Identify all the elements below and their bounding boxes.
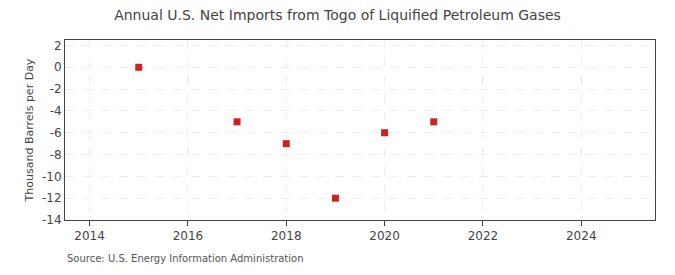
svg-text:-4: -4 [50, 104, 62, 118]
svg-text:Source: U.S. Energy Informatio: Source: U.S. Energy Information Administ… [67, 253, 304, 264]
svg-text:2014: 2014 [74, 229, 105, 243]
svg-text:Annual U.S. Net Imports from T: Annual U.S. Net Imports from Togo of Liq… [114, 7, 561, 23]
svg-text:2016: 2016 [173, 229, 204, 243]
svg-text:Thousand Barrels per Day: Thousand Barrels per Day [23, 58, 36, 202]
svg-text:2020: 2020 [369, 229, 400, 243]
svg-text:-14: -14 [42, 213, 62, 227]
svg-text:2024: 2024 [566, 229, 597, 243]
svg-text:-12: -12 [42, 191, 62, 205]
svg-text:2018: 2018 [271, 229, 302, 243]
svg-text:2022: 2022 [468, 229, 499, 243]
svg-text:-2: -2 [50, 82, 62, 96]
svg-text:2: 2 [54, 39, 62, 53]
svg-text:0: 0 [54, 60, 62, 74]
svg-text:-10: -10 [42, 170, 62, 184]
svg-text:-8: -8 [50, 148, 62, 162]
svg-text:-6: -6 [50, 126, 62, 140]
